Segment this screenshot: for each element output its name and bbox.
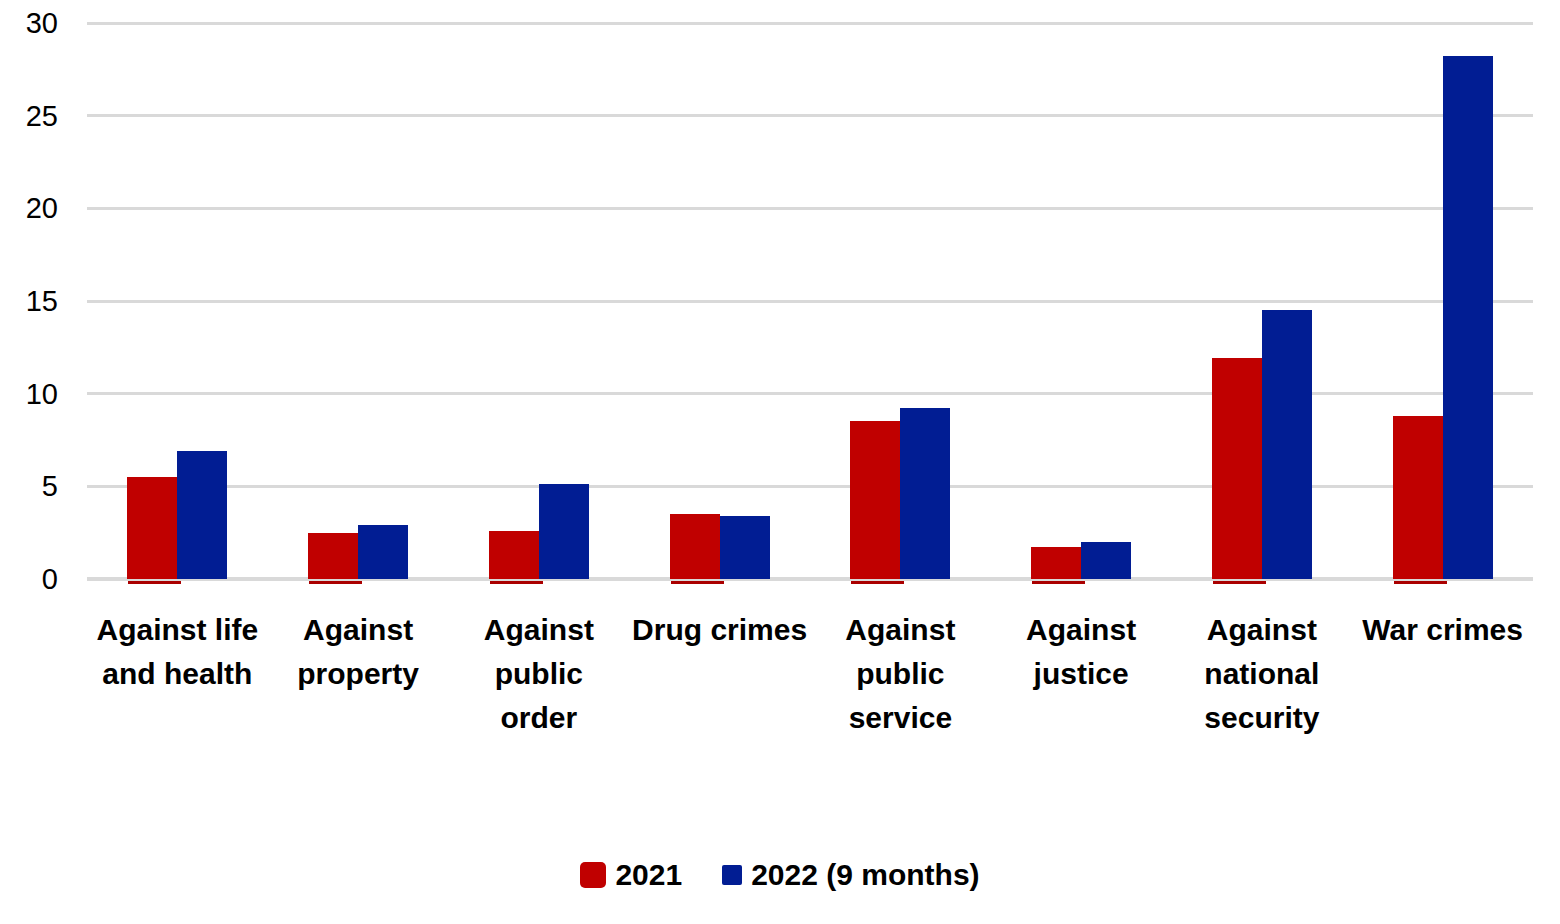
bar-2021-4 — [670, 514, 720, 579]
bar-underline — [128, 581, 181, 584]
gridline-5 — [87, 485, 1533, 488]
legend: 2021 2022 (9 months) — [0, 854, 1560, 896]
y-tick-label-30: 30 — [0, 6, 58, 40]
bar-2021-3 — [489, 531, 539, 579]
legend-item-2022-9-months-: 2022 (9 months) — [722, 858, 979, 892]
x-axis-line — [87, 577, 1533, 581]
bar-underline — [851, 581, 904, 584]
bar-2022-9-months--7 — [1262, 310, 1312, 579]
gridline-10 — [87, 392, 1533, 395]
gridline-20 — [87, 207, 1533, 210]
legend-item-2021: 2021 — [580, 858, 682, 892]
bar-underline — [1213, 581, 1266, 584]
bar-2021-1 — [127, 477, 177, 579]
bar-2021-8 — [1393, 416, 1443, 579]
gridline-30 — [87, 22, 1533, 25]
gridline-15 — [87, 300, 1533, 303]
bar-2022-9-months--5 — [900, 408, 950, 579]
bar-2021-7 — [1212, 358, 1262, 579]
bar-underline — [671, 581, 724, 584]
bar-underline — [1394, 581, 1447, 584]
bar-2022-9-months--4 — [720, 516, 770, 579]
y-tick-label-20: 20 — [0, 191, 58, 225]
bar-2022-9-months--1 — [177, 451, 227, 579]
bar-2022-9-months--3 — [539, 484, 589, 579]
legend-label: 2022 (9 months) — [751, 858, 979, 892]
bar-2021-6 — [1031, 547, 1081, 579]
legend-label: 2021 — [615, 858, 682, 892]
legend-swatch-icon — [722, 865, 742, 885]
bar-2021-5 — [850, 421, 900, 579]
category-label-8: War crimes — [1323, 608, 1560, 652]
bar-2022-9-months--6 — [1081, 542, 1131, 579]
y-tick-label-25: 25 — [0, 99, 58, 133]
bar-underline — [309, 581, 362, 584]
legend-swatch-icon — [580, 862, 606, 888]
y-tick-label-15: 15 — [0, 284, 58, 318]
bar-underline — [490, 581, 543, 584]
bar-2021-2 — [308, 533, 358, 579]
y-tick-label-10: 10 — [0, 377, 58, 411]
bar-2022-9-months--2 — [358, 525, 408, 579]
bar-underline — [1032, 581, 1085, 584]
y-tick-label-5: 5 — [0, 469, 58, 503]
y-tick-label-0: 0 — [0, 562, 58, 596]
bar-chart: 20212022 (9 months) 051015202530Against … — [0, 0, 1560, 924]
gridline-25 — [87, 114, 1533, 117]
bar-2022-9-months--8 — [1443, 56, 1493, 579]
